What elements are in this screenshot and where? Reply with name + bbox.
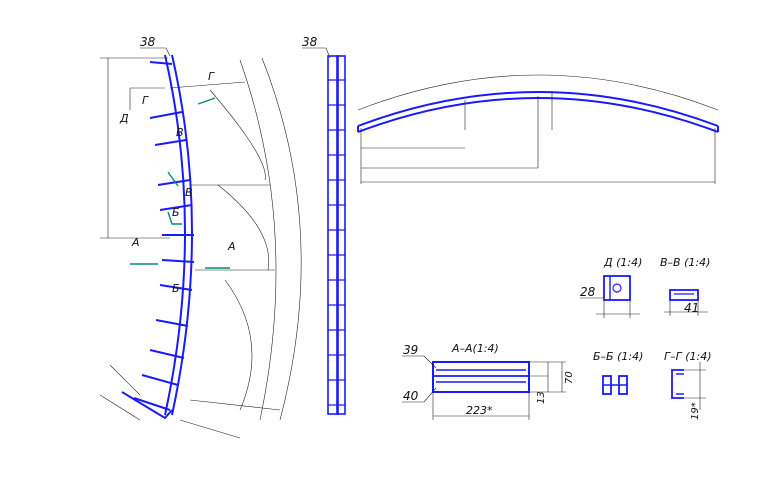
detail-bb: Б–Б (1:4) bbox=[593, 350, 643, 395]
detail-aa-ref-top: 39 bbox=[403, 343, 418, 357]
detail-aa-title: А–А(1:4) bbox=[451, 342, 499, 355]
curved-rib-view: 38 Д Г Г В В Б А А Б bbox=[99, 35, 302, 439]
detail-d: Д (1:4) 28 bbox=[580, 256, 642, 318]
mark-a-right: А bbox=[227, 240, 236, 253]
detail-d-title: Д (1:4) bbox=[603, 256, 642, 269]
part-number-side: 38 bbox=[302, 35, 318, 49]
mark-v-top: В bbox=[176, 126, 184, 139]
mark-d: Д bbox=[119, 112, 129, 125]
detail-bb-title: Б–Б (1:4) bbox=[593, 350, 643, 363]
detail-vv-dim: 41 bbox=[684, 301, 699, 315]
arch-top-view bbox=[357, 74, 719, 184]
detail-aa-gap: 13 bbox=[536, 391, 547, 404]
detail-aa-ref-bottom: 40 bbox=[403, 389, 419, 403]
mark-b-bottom: Б bbox=[172, 282, 180, 295]
detail-aa: А–А(1:4) 70 13 223* 39 40 bbox=[402, 342, 575, 420]
detail-aa-length: 223* bbox=[466, 404, 493, 417]
part-number-arc: 38 bbox=[140, 35, 156, 49]
detail-gg-dim: 19* bbox=[690, 402, 701, 420]
mark-g-right: Г bbox=[208, 70, 215, 83]
detail-vv-title: В–В (1:4) bbox=[660, 256, 710, 269]
detail-gg: Г–Г (1:4) 19* bbox=[664, 350, 712, 420]
mark-a-left: А bbox=[131, 236, 140, 249]
detail-gg-title: Г–Г (1:4) bbox=[664, 350, 712, 363]
detail-aa-height: 70 bbox=[564, 371, 575, 384]
detail-d-dim: 28 bbox=[580, 285, 596, 299]
detail-vv: В–В (1:4) 41 bbox=[660, 256, 710, 316]
side-view-strip: 38 bbox=[302, 35, 346, 415]
mark-b-top: Б bbox=[172, 206, 180, 219]
mark-g-left: Г bbox=[142, 94, 149, 107]
mark-v-bottom: В bbox=[185, 186, 193, 199]
